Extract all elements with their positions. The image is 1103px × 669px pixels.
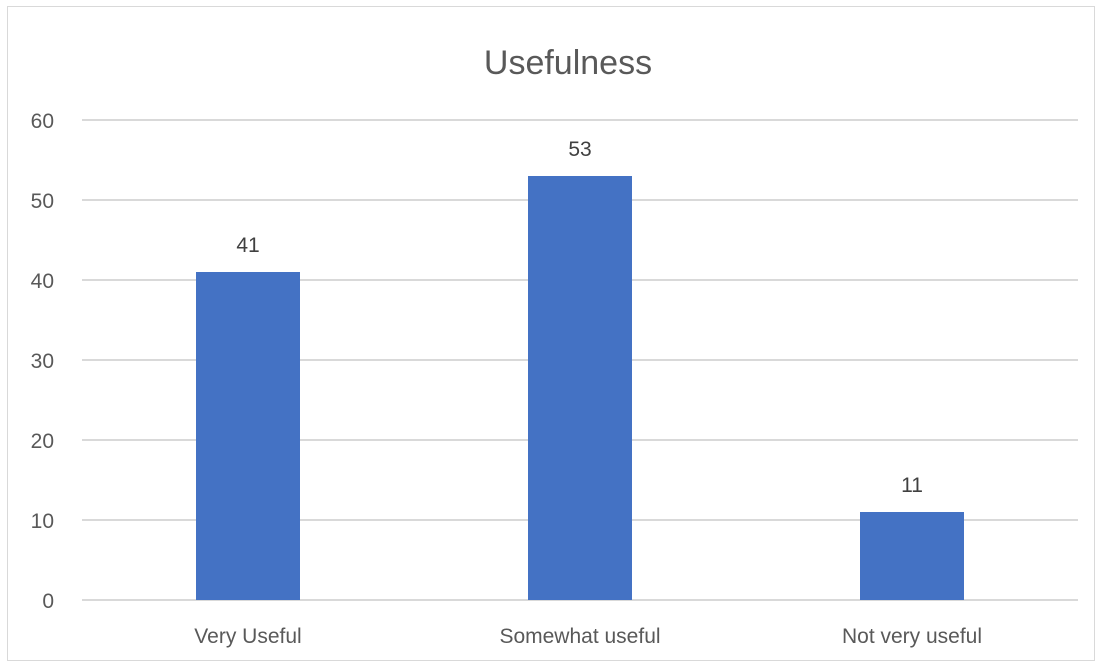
y-tick-label: 30 [31, 350, 54, 373]
data-label: 53 [568, 138, 591, 161]
y-tick-label: 50 [31, 190, 54, 213]
y-tick-label: 10 [31, 510, 54, 533]
x-axis-categories: Very Useful Somewhat useful Not very usefu… [194, 625, 982, 648]
y-axis-ticks: 0 10 20 30 40 50 60 [31, 110, 54, 613]
chart-title: Usefulness [484, 44, 652, 82]
y-tick-label: 60 [31, 110, 54, 133]
data-label: 11 [901, 474, 923, 497]
bar [196, 272, 300, 600]
y-tick-label: 40 [31, 270, 54, 293]
bar [860, 512, 964, 600]
bar [528, 176, 632, 600]
bars [196, 176, 964, 600]
category-label: Somewhat useful [499, 625, 660, 648]
category-label: Not very useful [842, 625, 982, 648]
category-label: Very Useful [194, 625, 301, 648]
data-labels: 41 53 11 [236, 138, 923, 497]
y-tick-label: 0 [42, 590, 54, 613]
data-label: 41 [236, 234, 259, 257]
y-tick-label: 20 [31, 430, 54, 453]
